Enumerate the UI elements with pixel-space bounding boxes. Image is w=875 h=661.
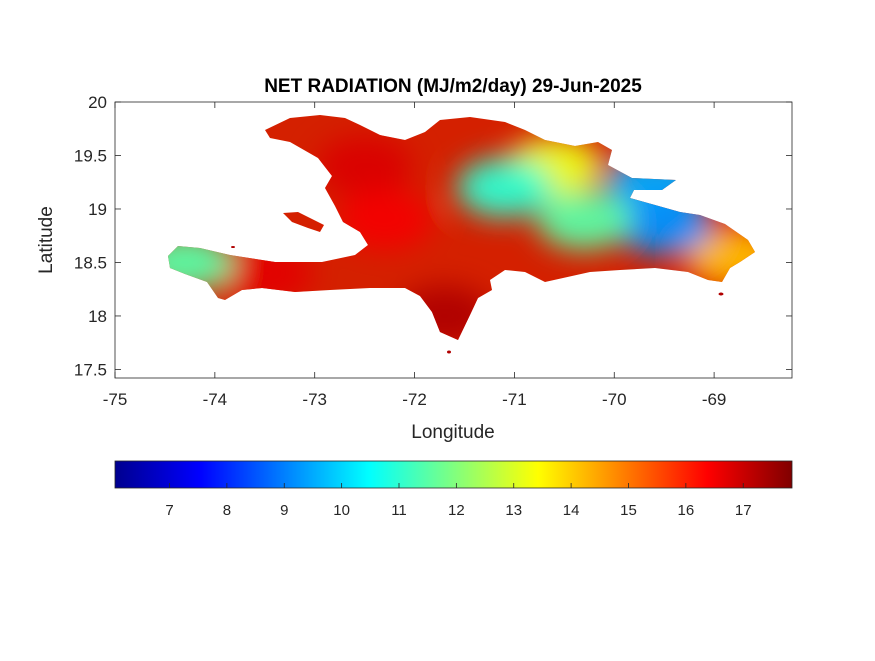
- y-axis-label: Latitude: [36, 206, 57, 274]
- x-tick-label: -73: [302, 390, 327, 409]
- islet: [718, 292, 724, 296]
- colorbar-tick-label: 7: [165, 502, 173, 519]
- colorbar: [114, 460, 793, 489]
- colorbar-tick-label: 10: [333, 502, 350, 519]
- islet: [231, 246, 235, 248]
- colorbar-tick-label: 12: [448, 502, 465, 519]
- colorbar-ticks: 7 8 9 10 11 12 13 14 15 16 17: [165, 483, 752, 519]
- y-tick-label: 18.5: [74, 253, 107, 272]
- x-tick-label: -75: [103, 390, 128, 409]
- colorbar-tick-label: 13: [505, 502, 522, 519]
- colorbar-tick-label: 16: [678, 502, 695, 519]
- colorbar-tick-label: 17: [735, 502, 752, 519]
- colorbar-tick-label: 8: [223, 502, 231, 519]
- region-blob: [686, 227, 755, 288]
- colorbar-tick-label: 11: [391, 502, 407, 519]
- x-tick-label: -71: [502, 390, 527, 409]
- y-tick-label: 20: [88, 93, 107, 112]
- region-blob: [336, 189, 433, 250]
- y-axis: 20 19.5 19 18.5 18 17.5: [74, 93, 792, 379]
- region-blob: [536, 189, 633, 250]
- y-tick-label: 19.5: [74, 146, 107, 165]
- region-blob: [316, 136, 413, 197]
- region-blob: [168, 232, 233, 293]
- region-blob: [456, 157, 553, 218]
- heatmap-blobs: [168, 136, 755, 340]
- y-tick-label: 18: [88, 307, 107, 326]
- y-tick-label: 19: [88, 200, 107, 219]
- colorbar-tick-label: 15: [620, 502, 637, 519]
- x-axis: -75 -74 -73 -72 -71 -70 -69: [103, 102, 727, 409]
- x-tick-label: -72: [402, 390, 427, 409]
- y-tick-label: 17.5: [74, 360, 107, 379]
- axes-frame: [114, 101, 793, 379]
- islet: [447, 350, 451, 354]
- colorbar-tick-label: 9: [280, 502, 288, 519]
- chart-title: NET RADIATION (MJ/m2/day) 29-Jun-2025: [264, 76, 642, 97]
- colorbar-tick-label: 14: [563, 502, 580, 519]
- region-blob: [216, 243, 313, 304]
- heatmap-layer: [168, 115, 755, 340]
- x-tick-label: -74: [203, 390, 228, 409]
- region-blob: [396, 285, 493, 340]
- x-axis-label: Longitude: [411, 422, 494, 443]
- x-tick-label: -70: [602, 390, 627, 409]
- x-tick-label: -69: [702, 390, 727, 409]
